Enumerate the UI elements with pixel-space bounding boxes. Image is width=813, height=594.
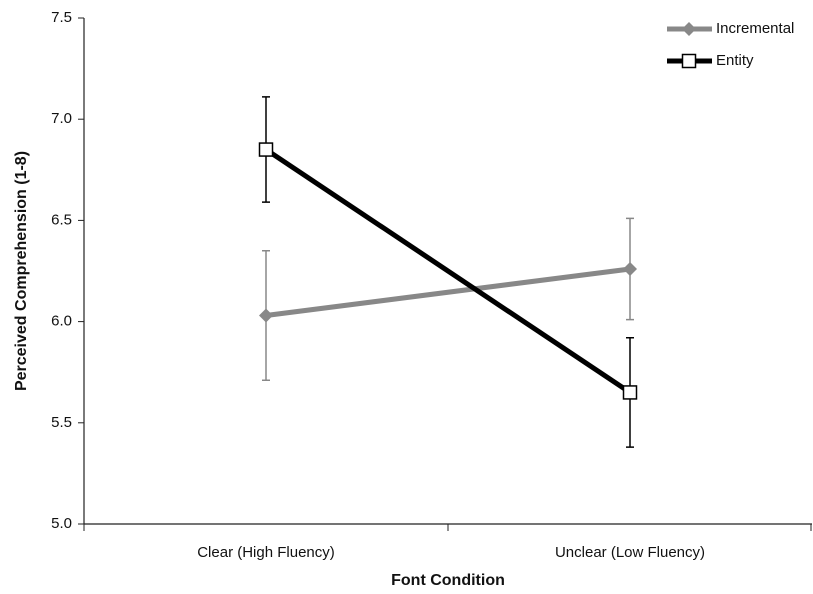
series-line (264, 147, 632, 395)
y-tick-label: 5.5 (51, 414, 72, 431)
y-axis-label: Perceived Comprehension (1-8) (13, 151, 30, 391)
y-tick-label: 6.5 (51, 211, 72, 228)
data-point (622, 385, 638, 400)
legend-label: Incremental (716, 20, 794, 37)
y-tick-label: 5.0 (51, 515, 72, 532)
series-line (265, 266, 631, 319)
y-tick-label: 7.5 (51, 9, 72, 26)
y-tick-label: 7.0 (51, 110, 72, 127)
legend-label: Entity (716, 52, 754, 69)
data-point (258, 142, 274, 157)
data-point (259, 308, 273, 323)
legend-marker (682, 22, 696, 36)
x-tick-label: Unclear (Low Fluency) (555, 544, 705, 561)
y-tick-label: 6.0 (51, 313, 72, 330)
x-tick-label: Clear (High Fluency) (197, 544, 335, 561)
legend-marker (681, 53, 697, 69)
data-point (623, 261, 637, 276)
x-axis-label: Font Condition (391, 572, 505, 589)
